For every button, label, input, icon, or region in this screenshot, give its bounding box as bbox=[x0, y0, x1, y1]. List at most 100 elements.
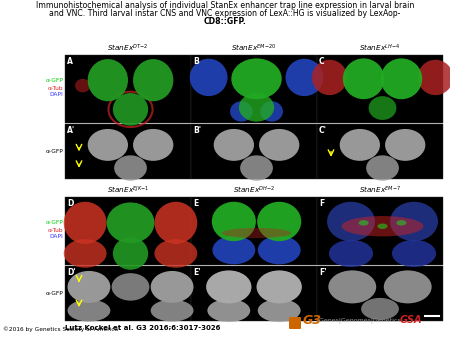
Ellipse shape bbox=[107, 202, 154, 243]
Bar bbox=[191, 266, 317, 321]
Ellipse shape bbox=[340, 129, 380, 161]
Ellipse shape bbox=[207, 299, 250, 322]
Text: α-Tub: α-Tub bbox=[47, 227, 63, 233]
Text: and VNC. Third larval instar CNS and VNC expression of LexA::HG is visualized by: and VNC. Third larval instar CNS and VNC… bbox=[50, 9, 400, 18]
Ellipse shape bbox=[258, 299, 301, 322]
Ellipse shape bbox=[154, 239, 197, 268]
Ellipse shape bbox=[418, 60, 450, 95]
Ellipse shape bbox=[75, 79, 90, 92]
Bar bbox=[317, 266, 443, 321]
Text: D: D bbox=[67, 199, 73, 208]
Ellipse shape bbox=[312, 60, 347, 95]
Ellipse shape bbox=[390, 202, 438, 241]
Ellipse shape bbox=[222, 228, 291, 238]
Text: CD8::GFP.: CD8::GFP. bbox=[203, 17, 247, 26]
Ellipse shape bbox=[359, 220, 369, 225]
Ellipse shape bbox=[384, 270, 432, 304]
Text: F': F' bbox=[319, 268, 327, 277]
Ellipse shape bbox=[343, 58, 384, 99]
Text: α-Tub: α-Tub bbox=[47, 86, 63, 91]
Ellipse shape bbox=[392, 240, 436, 267]
Text: A': A' bbox=[67, 126, 75, 135]
Ellipse shape bbox=[113, 93, 148, 126]
Ellipse shape bbox=[327, 202, 375, 241]
Ellipse shape bbox=[133, 129, 173, 161]
FancyBboxPatch shape bbox=[289, 317, 301, 329]
Ellipse shape bbox=[231, 58, 282, 99]
Bar bbox=[191, 197, 317, 265]
Bar bbox=[191, 124, 317, 179]
Text: DAPI: DAPI bbox=[49, 235, 63, 240]
Text: $\mathit{StanEx}^{DH\mathrm{-}2}$: $\mathit{StanEx}^{DH\mathrm{-}2}$ bbox=[233, 185, 275, 196]
Text: $\mathit{StanEx}^{EJK\mathrm{-}1}$: $\mathit{StanEx}^{EJK\mathrm{-}1}$ bbox=[107, 185, 149, 196]
Ellipse shape bbox=[68, 299, 110, 321]
Ellipse shape bbox=[68, 271, 110, 303]
Ellipse shape bbox=[256, 270, 302, 304]
Text: DAPI: DAPI bbox=[49, 93, 63, 97]
Bar bbox=[191, 55, 317, 123]
Ellipse shape bbox=[258, 236, 301, 264]
Ellipse shape bbox=[260, 101, 283, 122]
Text: α-GFP: α-GFP bbox=[45, 149, 63, 154]
Bar bbox=[65, 124, 191, 179]
Ellipse shape bbox=[328, 270, 376, 304]
Ellipse shape bbox=[214, 129, 254, 161]
Text: ©2016 by Genetics Society of America: ©2016 by Genetics Society of America bbox=[3, 327, 118, 332]
Text: E: E bbox=[193, 199, 198, 208]
Text: D': D' bbox=[67, 268, 76, 277]
Bar bbox=[65, 197, 191, 265]
Text: $\mathit{StanEx}^{EM\mathrm{-}20}$: $\mathit{StanEx}^{EM\mathrm{-}20}$ bbox=[231, 43, 277, 54]
Ellipse shape bbox=[151, 299, 194, 321]
Text: Immunohistochemical analysis of individual StanEx enhancer trap line expression : Immunohistochemical analysis of individu… bbox=[36, 1, 414, 10]
Ellipse shape bbox=[257, 202, 301, 241]
Ellipse shape bbox=[212, 202, 256, 241]
Text: $\mathit{StanEx}^{EM\mathrm{-}7}$: $\mathit{StanEx}^{EM\mathrm{-}7}$ bbox=[359, 185, 401, 196]
Text: C: C bbox=[319, 57, 324, 66]
Text: $\mathit{StanEx}^{LH\mathrm{-}4}$: $\mathit{StanEx}^{LH\mathrm{-}4}$ bbox=[359, 43, 401, 54]
Ellipse shape bbox=[114, 155, 147, 180]
Ellipse shape bbox=[369, 96, 396, 120]
Ellipse shape bbox=[381, 58, 422, 99]
Text: Lutz Kockel et al. G3 2016;6:3017-3026: Lutz Kockel et al. G3 2016;6:3017-3026 bbox=[65, 325, 220, 331]
Ellipse shape bbox=[366, 155, 399, 180]
Text: GSA: GSA bbox=[400, 315, 423, 325]
Ellipse shape bbox=[342, 216, 423, 237]
Text: E': E' bbox=[193, 268, 201, 277]
Ellipse shape bbox=[329, 240, 373, 267]
Text: C': C' bbox=[319, 126, 327, 135]
Ellipse shape bbox=[396, 220, 406, 225]
Ellipse shape bbox=[206, 270, 252, 304]
Text: F: F bbox=[319, 199, 324, 208]
Text: B: B bbox=[193, 57, 199, 66]
Ellipse shape bbox=[285, 59, 323, 96]
Text: ·Genes|Genomes|Genetics: ·Genes|Genomes|Genetics bbox=[317, 317, 400, 323]
Ellipse shape bbox=[239, 93, 274, 122]
Text: α-GFP: α-GFP bbox=[45, 78, 63, 83]
Text: α-GFP: α-GFP bbox=[45, 291, 63, 296]
Ellipse shape bbox=[112, 273, 149, 300]
Ellipse shape bbox=[190, 59, 228, 96]
Ellipse shape bbox=[154, 202, 197, 244]
Ellipse shape bbox=[361, 298, 399, 320]
Ellipse shape bbox=[64, 239, 107, 268]
Text: B': B' bbox=[193, 126, 201, 135]
Ellipse shape bbox=[113, 237, 148, 270]
Bar bbox=[317, 197, 443, 265]
Ellipse shape bbox=[230, 101, 253, 122]
Bar bbox=[317, 124, 443, 179]
Text: $\mathit{StanEx}^{DT\mathrm{-}2}$: $\mathit{StanEx}^{DT\mathrm{-}2}$ bbox=[107, 43, 149, 54]
Ellipse shape bbox=[151, 271, 194, 303]
Bar bbox=[317, 55, 443, 123]
Ellipse shape bbox=[212, 236, 255, 264]
Bar bbox=[65, 55, 191, 123]
Text: A: A bbox=[67, 57, 73, 66]
Ellipse shape bbox=[88, 59, 128, 101]
Ellipse shape bbox=[385, 129, 425, 161]
Ellipse shape bbox=[240, 155, 273, 180]
Ellipse shape bbox=[133, 59, 173, 101]
Text: G3: G3 bbox=[303, 314, 322, 327]
Ellipse shape bbox=[88, 129, 128, 161]
Text: α-GFP: α-GFP bbox=[45, 220, 63, 225]
Bar bbox=[65, 266, 191, 321]
Ellipse shape bbox=[259, 129, 299, 161]
